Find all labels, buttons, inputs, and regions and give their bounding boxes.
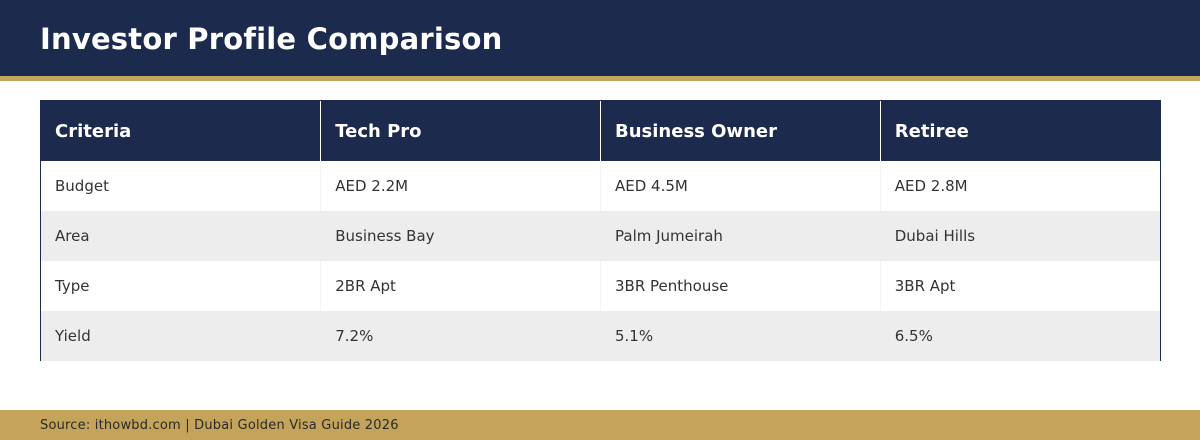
table-row-yield: Yield 7.2% 5.1% 6.5% <box>41 311 1160 361</box>
table-cell: AED 2.2M <box>320 161 601 211</box>
table-header-row: Criteria Tech Pro Business Owner Retiree <box>41 101 1160 161</box>
table-cell: 7.2% <box>320 311 601 361</box>
page-header: Investor Profile Comparison <box>0 0 1200 76</box>
column-header-criteria: Criteria <box>41 101 322 161</box>
table-cell: 3BR Apt <box>880 261 1160 311</box>
table-cell: 2BR Apt <box>320 261 601 311</box>
table-row-type: Type 2BR Apt 3BR Penthouse 3BR Apt <box>41 261 1160 311</box>
page-footer: Source: ithowbd.com | Dubai Golden Visa … <box>0 410 1200 440</box>
table-cell: Budget <box>41 161 322 211</box>
header-divider <box>0 76 1200 81</box>
table-cell: Palm Jumeirah <box>600 211 881 261</box>
table-cell: AED 2.8M <box>880 161 1160 211</box>
table-cell: 3BR Penthouse <box>600 261 881 311</box>
page-title: Investor Profile Comparison <box>40 22 503 56</box>
table-row-area: Area Business Bay Palm Jumeirah Dubai Hi… <box>41 211 1160 261</box>
table-cell: 5.1% <box>600 311 881 361</box>
column-header-retiree: Retiree <box>880 101 1160 161</box>
table-cell: AED 4.5M <box>600 161 881 211</box>
column-header-business-owner: Business Owner <box>600 101 881 161</box>
table-cell: Yield <box>41 311 322 361</box>
column-header-tech-pro: Tech Pro <box>320 101 601 161</box>
table-row-budget: Budget AED 2.2M AED 4.5M AED 2.8M <box>41 161 1160 211</box>
source-citation: Source: ithowbd.com | Dubai Golden Visa … <box>40 418 399 433</box>
comparison-table: Criteria Tech Pro Business Owner Retiree… <box>40 100 1161 361</box>
table-cell: Area <box>41 211 322 261</box>
table-cell: 6.5% <box>880 311 1160 361</box>
table-cell: Dubai Hills <box>880 211 1160 261</box>
table-cell: Business Bay <box>320 211 601 261</box>
table-cell: Type <box>41 261 322 311</box>
